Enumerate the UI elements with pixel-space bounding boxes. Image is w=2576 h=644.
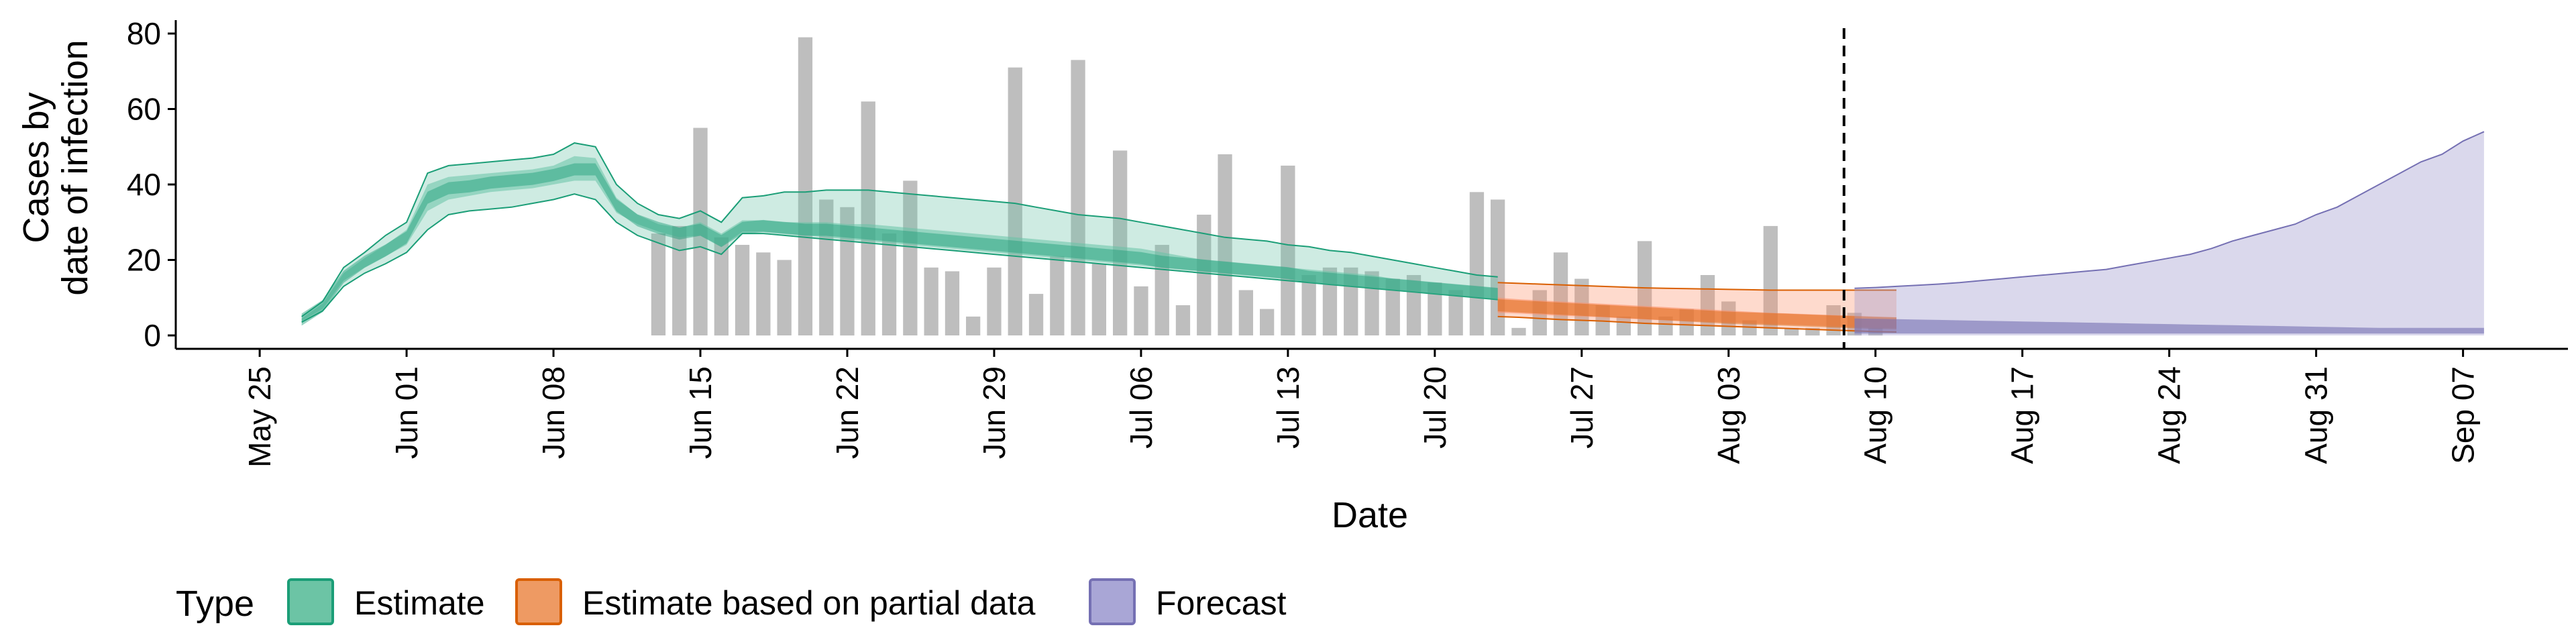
x-tick-label: Jun 22	[830, 366, 865, 459]
legend: Type Estimate Estimate based on partial da…	[176, 578, 1287, 625]
case-bar	[651, 233, 666, 335]
x-tick-label: Aug 24	[2152, 366, 2187, 464]
case-bar	[1784, 327, 1799, 336]
case-bar	[861, 101, 875, 336]
forecast-inner-band	[1854, 318, 2484, 334]
x-tick-label: Jun 08	[536, 366, 571, 459]
case-bar	[1028, 294, 1044, 335]
x-tick-label: Jul 27	[1564, 366, 1599, 449]
case-bar	[1134, 286, 1148, 335]
legend-label: Estimate	[354, 584, 485, 622]
case-bar	[1175, 305, 1191, 335]
y-tick-label: 40	[127, 167, 161, 202]
x-tick-label: Jul 20	[1417, 366, 1452, 449]
case-bar	[1008, 67, 1022, 335]
x-tick-label: Jul 06	[1124, 366, 1159, 449]
case-bar	[1301, 275, 1316, 335]
case-bar	[881, 233, 897, 335]
partial-lower-edge	[1497, 315, 1897, 333]
case-bar	[945, 271, 960, 335]
case-bar	[756, 252, 771, 336]
case-bar	[966, 316, 981, 335]
y-tick-label: 60	[127, 92, 161, 127]
x-tick-label: Aug 31	[2299, 366, 2334, 464]
case-bar	[987, 267, 1002, 336]
case-bar	[1091, 264, 1106, 335]
y-tick-label: 20	[127, 243, 161, 278]
case-bar	[1071, 60, 1085, 336]
case-bar	[672, 225, 687, 335]
case-bar	[1742, 320, 1757, 335]
partial-median-band	[1497, 299, 1896, 329]
case-bar	[1218, 154, 1232, 335]
case-bar	[777, 260, 792, 335]
forecast-outer-band	[1854, 131, 2484, 336]
x-axis-title: Date	[1332, 495, 1408, 535]
legend-label: Forecast	[1156, 584, 1287, 622]
case-bar	[1763, 225, 1778, 335]
case-bar	[1428, 282, 1442, 336]
legend-key	[515, 578, 562, 625]
case-bar	[1197, 215, 1212, 335]
case-bar	[1805, 327, 1820, 336]
y-tick-label: 80	[127, 16, 161, 51]
x-tick-label: May 25	[242, 366, 277, 468]
estimate-lower-edge	[301, 193, 1498, 323]
x-tick-label: Jun 01	[389, 366, 424, 459]
case-bar	[1469, 192, 1485, 336]
case-bar	[1658, 316, 1673, 335]
case-bar	[1448, 290, 1463, 335]
x-tick-label: Aug 03	[1711, 366, 1746, 464]
case-bar	[1616, 316, 1631, 335]
y-axis-title-line: date of infection	[55, 40, 95, 295]
x-tick-label: Aug 17	[2005, 366, 2040, 464]
partial-inner-band	[1497, 297, 1896, 329]
case-bar	[903, 180, 918, 335]
case-bar	[1385, 278, 1400, 335]
y-tick-label: 0	[144, 318, 161, 353]
case-bar	[1260, 309, 1275, 335]
case-bar	[1050, 256, 1065, 335]
x-tick-label: Jun 15	[683, 366, 718, 459]
case-bar	[735, 245, 750, 335]
y-axis-title-line: Cases by	[16, 92, 56, 243]
case-bar	[798, 37, 813, 335]
axes-layer: 0 20 40 60 80 May 25 Jun 01 Jun 08 Jun 15 Jun 22 J…	[127, 16, 2568, 468]
case-bar	[1281, 165, 1295, 335]
x-tick-label: Jun 29	[977, 366, 1012, 459]
x-tick-label: Jul 13	[1271, 366, 1305, 449]
forecast-upper-edge	[1854, 131, 2485, 289]
bands-layer	[301, 28, 2485, 349]
estimate-inner-band	[301, 156, 1498, 321]
case-bar	[924, 267, 938, 336]
legend-title: Type	[176, 584, 254, 624]
case-bar	[1238, 290, 1253, 335]
partial-upper-edge	[1497, 282, 1896, 291]
case-bar	[1511, 327, 1526, 336]
case-bar	[1113, 150, 1128, 335]
estimate-upper-edge	[301, 142, 1498, 317]
legend-key	[1089, 578, 1136, 625]
x-tick-label: Aug 10	[1858, 366, 1893, 464]
legend-key	[287, 578, 334, 625]
legend-label: Estimate based on partial data	[582, 584, 1036, 622]
case-bar	[714, 237, 729, 336]
x-tick-label: Sep 07	[2446, 366, 2481, 464]
